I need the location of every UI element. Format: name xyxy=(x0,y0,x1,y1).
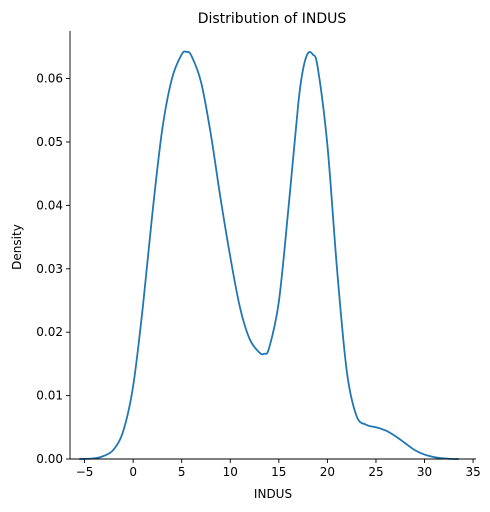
y-tick-label: 0.02 xyxy=(36,325,63,339)
y-tick-label: 0.05 xyxy=(36,135,63,149)
y-tick-label: 0.03 xyxy=(36,262,63,276)
y-tick-label: 0.04 xyxy=(36,198,63,212)
y-axis-ticks: 0.00 0.01 0.02 0.03 0.04 0.05 0.06 xyxy=(36,72,70,466)
y-tick-label: 0.01 xyxy=(36,389,63,403)
y-axis-label: Density xyxy=(10,224,24,270)
x-tick-label: 20 xyxy=(320,465,335,479)
x-tick-label: 0 xyxy=(129,465,137,479)
x-tick-label: 35 xyxy=(465,465,480,479)
y-tick-label: 0.00 xyxy=(36,452,63,466)
x-axis-label: INDUS xyxy=(254,487,292,501)
x-tick-label: 25 xyxy=(368,465,383,479)
x-tick-label: 30 xyxy=(417,465,432,479)
x-tick-label: 15 xyxy=(271,465,286,479)
x-axis-ticks: −5 0 5 10 15 20 25 30 35 xyxy=(76,459,481,479)
x-tick-label: 5 xyxy=(178,465,186,479)
y-tick-label: 0.06 xyxy=(36,72,63,86)
chart-title: Distribution of INDUS xyxy=(198,11,347,27)
x-tick-label: −5 xyxy=(76,465,94,479)
x-tick-label: 10 xyxy=(223,465,238,479)
density-curve xyxy=(78,50,460,460)
